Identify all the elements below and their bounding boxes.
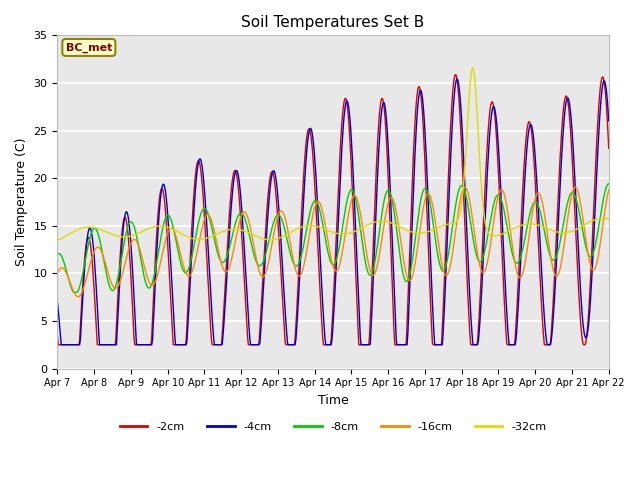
-16cm <box>571 184 579 190</box>
-2cm <box>54 342 62 348</box>
-32cm <box>605 216 612 222</box>
Y-axis label: Soil Temperature (C): Soil Temperature (C) <box>15 138 28 266</box>
-4cm <box>121 213 129 219</box>
-8cm <box>63 272 71 277</box>
-2cm <box>121 214 129 220</box>
-2cm <box>401 342 408 348</box>
-32cm <box>176 230 184 236</box>
X-axis label: Time: Time <box>317 394 348 407</box>
-8cm <box>54 252 61 257</box>
-32cm <box>469 65 477 71</box>
-4cm <box>401 342 408 348</box>
-8cm <box>177 261 185 266</box>
-16cm <box>401 264 408 270</box>
-16cm <box>54 270 61 276</box>
-2cm <box>605 145 612 151</box>
-8cm <box>605 181 612 187</box>
Legend: -2cm, -4cm, -8cm, -16cm, -32cm: -2cm, -4cm, -8cm, -16cm, -32cm <box>115 418 551 436</box>
-16cm <box>605 187 612 193</box>
-16cm <box>63 273 71 278</box>
-4cm <box>58 342 65 348</box>
-8cm <box>401 276 408 282</box>
-32cm <box>120 234 128 240</box>
Text: BC_met: BC_met <box>66 42 112 53</box>
Line: -2cm: -2cm <box>58 74 609 345</box>
-4cm <box>453 76 461 82</box>
-32cm <box>54 237 61 243</box>
-2cm <box>452 72 460 77</box>
-4cm <box>605 118 612 124</box>
-4cm <box>417 87 425 93</box>
-8cm <box>417 197 425 203</box>
-8cm <box>121 236 129 242</box>
-8cm <box>206 217 214 223</box>
-2cm <box>417 92 425 98</box>
Line: -32cm: -32cm <box>58 68 609 240</box>
-16cm <box>121 261 129 267</box>
Line: -8cm: -8cm <box>58 184 609 292</box>
-4cm <box>177 342 185 348</box>
-4cm <box>206 279 214 285</box>
-2cm <box>177 342 185 348</box>
-16cm <box>177 252 185 258</box>
-32cm <box>63 232 71 238</box>
Title: Soil Temperatures Set B: Soil Temperatures Set B <box>241 15 425 30</box>
-32cm <box>416 230 424 236</box>
-8cm <box>70 289 77 295</box>
-16cm <box>417 220 425 226</box>
-2cm <box>54 332 61 338</box>
-2cm <box>64 342 72 348</box>
-4cm <box>54 299 61 305</box>
-2cm <box>206 314 214 320</box>
-4cm <box>64 342 72 348</box>
-32cm <box>205 234 213 240</box>
Line: -4cm: -4cm <box>58 79 609 345</box>
Line: -16cm: -16cm <box>58 187 609 297</box>
-16cm <box>74 294 82 300</box>
-32cm <box>400 226 408 232</box>
-16cm <box>206 214 214 220</box>
